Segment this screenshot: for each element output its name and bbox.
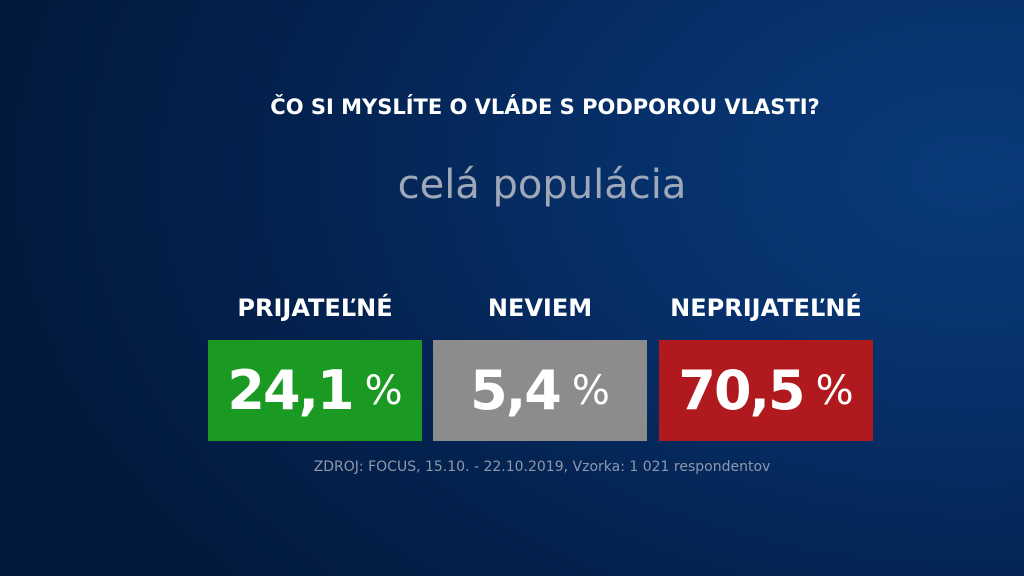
result-label: PRIJATEĽNÉ (237, 294, 393, 322)
result-column-unacceptable: NEPRIJATEĽNÉ 70,5 % (659, 290, 873, 441)
percent-sign: % (364, 367, 403, 414)
result-value: 24,1 (227, 359, 354, 422)
result-box-acceptable: 24,1 % (208, 340, 422, 441)
result-column-acceptable: PRIJATEĽNÉ 24,1 % (208, 290, 422, 441)
result-label: NEVIEM (487, 294, 593, 322)
result-value: 70,5 (678, 359, 805, 422)
result-value: 5,4 (470, 359, 562, 422)
percent-sign: % (571, 367, 610, 414)
result-box-unacceptable: 70,5 % (659, 340, 873, 441)
result-label: NEPRIJATEĽNÉ (670, 294, 862, 322)
result-box-dont-know: 5,4 % (433, 340, 647, 441)
percent-sign: % (815, 367, 854, 414)
result-column-dont-know: NEVIEM 5,4 % (433, 290, 647, 441)
population-subtitle: celá populácia (397, 162, 687, 208)
source-note: ZDROJ: FOCUS, 15.10. - 22.10.2019, Vzork… (313, 459, 771, 475)
question-title: ČO SI MYSLÍTE O VLÁDE S PODPOROU VLASTI? (270, 95, 820, 119)
